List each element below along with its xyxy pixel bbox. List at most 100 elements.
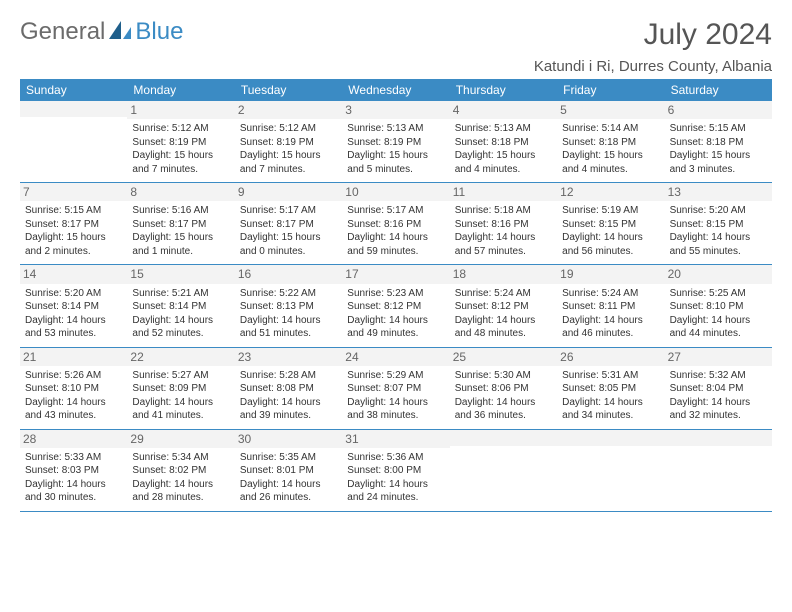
day-detail-line: Sunset: 8:19 PM bbox=[132, 136, 229, 150]
day-detail-line: and 32 minutes. bbox=[670, 409, 767, 423]
day-number: 13 bbox=[665, 183, 772, 201]
day-detail-line: Sunrise: 5:20 AM bbox=[25, 287, 122, 301]
day-number: 31 bbox=[342, 430, 449, 448]
day-number: 10 bbox=[342, 183, 449, 201]
day-detail-line: Sunset: 8:11 PM bbox=[562, 300, 659, 314]
day-detail-line: and 0 minutes. bbox=[240, 245, 337, 259]
day-number: 24 bbox=[342, 348, 449, 366]
day-detail-line: and 4 minutes. bbox=[455, 163, 552, 177]
day-detail-line: Daylight: 14 hours bbox=[562, 314, 659, 328]
week-row: 21Sunrise: 5:26 AMSunset: 8:10 PMDayligh… bbox=[20, 348, 772, 430]
day-cell: 22Sunrise: 5:27 AMSunset: 8:09 PMDayligh… bbox=[127, 348, 234, 429]
day-cell: 12Sunrise: 5:19 AMSunset: 8:15 PMDayligh… bbox=[557, 183, 664, 264]
day-detail-line: Daylight: 15 hours bbox=[240, 149, 337, 163]
day-detail-line: Daylight: 14 hours bbox=[670, 314, 767, 328]
day-detail-line: Daylight: 15 hours bbox=[132, 149, 229, 163]
day-detail-line: Sunset: 8:04 PM bbox=[670, 382, 767, 396]
day-number: 11 bbox=[450, 183, 557, 201]
day-detail-line: and 3 minutes. bbox=[670, 163, 767, 177]
day-cell: 27Sunrise: 5:32 AMSunset: 8:04 PMDayligh… bbox=[665, 348, 772, 429]
day-cell: 13Sunrise: 5:20 AMSunset: 8:15 PMDayligh… bbox=[665, 183, 772, 264]
day-detail-line: and 49 minutes. bbox=[347, 327, 444, 341]
day-detail-line: Daylight: 14 hours bbox=[347, 396, 444, 410]
day-detail-line: Sunset: 8:17 PM bbox=[25, 218, 122, 232]
day-detail-line: Sunset: 8:03 PM bbox=[25, 464, 122, 478]
day-cell: 29Sunrise: 5:34 AMSunset: 8:02 PMDayligh… bbox=[127, 430, 234, 511]
day-detail-line: Sunrise: 5:26 AM bbox=[25, 369, 122, 383]
day-detail-line: and 41 minutes. bbox=[132, 409, 229, 423]
day-detail-line: Sunrise: 5:12 AM bbox=[240, 122, 337, 136]
day-detail-line: Daylight: 15 hours bbox=[670, 149, 767, 163]
empty-day-header bbox=[20, 101, 127, 117]
day-detail-line: Sunrise: 5:19 AM bbox=[562, 204, 659, 218]
day-number: 9 bbox=[235, 183, 342, 201]
day-detail-line: and 44 minutes. bbox=[670, 327, 767, 341]
day-number: 25 bbox=[450, 348, 557, 366]
day-detail-line: and 39 minutes. bbox=[240, 409, 337, 423]
weekday-header: Saturday bbox=[665, 79, 772, 101]
day-detail-line: Sunset: 8:18 PM bbox=[455, 136, 552, 150]
day-detail-line: Sunset: 8:19 PM bbox=[347, 136, 444, 150]
day-number: 28 bbox=[20, 430, 127, 448]
calendar: Sunday Monday Tuesday Wednesday Thursday… bbox=[20, 79, 772, 512]
day-cell: 7Sunrise: 5:15 AMSunset: 8:17 PMDaylight… bbox=[20, 183, 127, 264]
day-cell bbox=[557, 430, 664, 511]
day-detail-line: Sunrise: 5:35 AM bbox=[240, 451, 337, 465]
day-detail-line: Sunrise: 5:27 AM bbox=[132, 369, 229, 383]
day-detail-line: Sunrise: 5:17 AM bbox=[347, 204, 444, 218]
day-cell: 23Sunrise: 5:28 AMSunset: 8:08 PMDayligh… bbox=[235, 348, 342, 429]
day-detail-line: Sunset: 8:00 PM bbox=[347, 464, 444, 478]
day-detail-line: Daylight: 14 hours bbox=[670, 231, 767, 245]
day-number: 27 bbox=[665, 348, 772, 366]
day-number: 3 bbox=[342, 101, 449, 119]
logo: General Blue bbox=[20, 18, 183, 46]
day-detail-line: Sunrise: 5:13 AM bbox=[455, 122, 552, 136]
day-detail-line: and 38 minutes. bbox=[347, 409, 444, 423]
day-detail-line: Sunset: 8:15 PM bbox=[562, 218, 659, 232]
day-cell: 14Sunrise: 5:20 AMSunset: 8:14 PMDayligh… bbox=[20, 265, 127, 346]
day-detail-line: Sunset: 8:17 PM bbox=[240, 218, 337, 232]
day-detail-line: and 43 minutes. bbox=[25, 409, 122, 423]
day-detail-line: and 30 minutes. bbox=[25, 491, 122, 505]
day-cell bbox=[665, 430, 772, 511]
day-number: 12 bbox=[557, 183, 664, 201]
day-cell: 3Sunrise: 5:13 AMSunset: 8:19 PMDaylight… bbox=[342, 101, 449, 182]
day-detail-line: Sunrise: 5:24 AM bbox=[455, 287, 552, 301]
day-detail-line: Daylight: 14 hours bbox=[132, 396, 229, 410]
day-cell: 4Sunrise: 5:13 AMSunset: 8:18 PMDaylight… bbox=[450, 101, 557, 182]
day-detail-line: Sunset: 8:06 PM bbox=[455, 382, 552, 396]
day-number: 29 bbox=[127, 430, 234, 448]
weekday-header-row: Sunday Monday Tuesday Wednesday Thursday… bbox=[20, 79, 772, 101]
day-detail-line: Daylight: 14 hours bbox=[240, 396, 337, 410]
day-detail-line: Sunrise: 5:30 AM bbox=[455, 369, 552, 383]
day-number: 16 bbox=[235, 265, 342, 283]
day-detail-line: and 52 minutes. bbox=[132, 327, 229, 341]
day-number: 22 bbox=[127, 348, 234, 366]
day-detail-line: Daylight: 15 hours bbox=[562, 149, 659, 163]
day-detail-line: and 56 minutes. bbox=[562, 245, 659, 259]
day-detail-line: Sunrise: 5:14 AM bbox=[562, 122, 659, 136]
logo-text-general: General bbox=[20, 18, 105, 46]
day-detail-line: Sunset: 8:15 PM bbox=[670, 218, 767, 232]
day-detail-line: Sunset: 8:10 PM bbox=[670, 300, 767, 314]
day-detail-line: Daylight: 15 hours bbox=[132, 231, 229, 245]
day-detail-line: Sunrise: 5:15 AM bbox=[25, 204, 122, 218]
day-detail-line: Daylight: 14 hours bbox=[455, 314, 552, 328]
day-detail-line: Daylight: 14 hours bbox=[347, 478, 444, 492]
day-detail-line: Sunset: 8:02 PM bbox=[132, 464, 229, 478]
day-detail-line: Sunset: 8:12 PM bbox=[347, 300, 444, 314]
day-number: 4 bbox=[450, 101, 557, 119]
day-cell: 16Sunrise: 5:22 AMSunset: 8:13 PMDayligh… bbox=[235, 265, 342, 346]
title-block: July 2024 Katundi i Ri, Durres County, A… bbox=[534, 18, 772, 75]
month-title: July 2024 bbox=[534, 18, 772, 52]
day-detail-line: Daylight: 15 hours bbox=[25, 231, 122, 245]
weekday-header: Tuesday bbox=[235, 79, 342, 101]
day-detail-line: and 55 minutes. bbox=[670, 245, 767, 259]
day-number: 26 bbox=[557, 348, 664, 366]
day-detail-line: and 2 minutes. bbox=[25, 245, 122, 259]
day-number: 18 bbox=[450, 265, 557, 283]
day-detail-line: Daylight: 14 hours bbox=[240, 478, 337, 492]
day-cell: 17Sunrise: 5:23 AMSunset: 8:12 PMDayligh… bbox=[342, 265, 449, 346]
day-cell: 11Sunrise: 5:18 AMSunset: 8:16 PMDayligh… bbox=[450, 183, 557, 264]
day-detail-line: Sunset: 8:07 PM bbox=[347, 382, 444, 396]
